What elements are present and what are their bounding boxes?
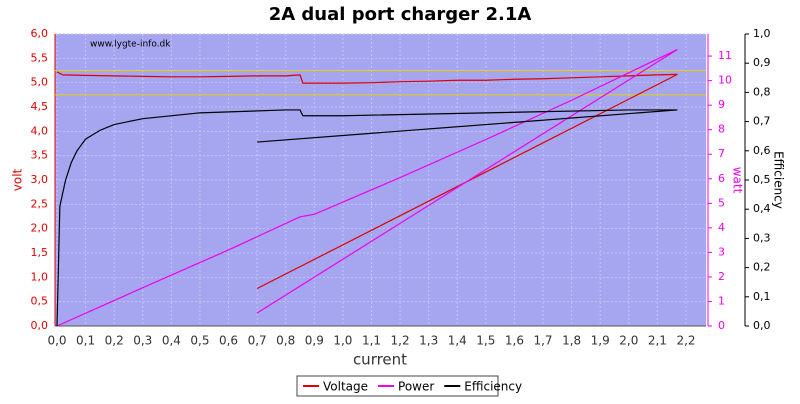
y-tick-label: 1,5 (31, 246, 49, 259)
x-tick-label: 2,0 (619, 334, 638, 348)
y-tick-label: 2,0 (31, 222, 49, 235)
x-tick-label: 0,3 (133, 334, 152, 348)
x-tick-label: 1,5 (476, 334, 495, 348)
x-tick-label: 1,0 (333, 334, 352, 348)
x-tick-label: 2,1 (648, 334, 667, 348)
x-tick-label: 1,2 (391, 334, 410, 348)
y3-tick-label: 0,9 (753, 56, 771, 69)
y-tick-label: 6,0 (31, 27, 49, 40)
y-tick-label: 3,5 (31, 149, 49, 162)
x-axis-label: current (353, 351, 407, 369)
x-tick-label: 0,8 (276, 334, 295, 348)
y3-tick-label: 1,0 (753, 27, 771, 40)
x-tick-label: 1,8 (562, 334, 581, 348)
legend-label: Power (398, 380, 434, 394)
watermark: www.lygte-info.dk (90, 40, 171, 50)
chart-title: 2A dual port charger 2.1A (269, 4, 532, 25)
x-tick-label: 0,4 (162, 334, 181, 348)
y-tick-label: 4,5 (31, 100, 49, 113)
y2-tick-label: 4 (718, 221, 725, 234)
y3-tick-label: 0,7 (753, 115, 771, 128)
y2-tick-label: 8 (718, 123, 725, 136)
y3-tick-label: 0,0 (753, 319, 771, 332)
x-tick-label: 0,6 (219, 334, 238, 348)
y2-tick-label: 7 (718, 147, 725, 160)
y-tick-label: 1,0 (31, 270, 49, 283)
y2-tick-label: 0 (718, 319, 725, 332)
legend-box (296, 375, 499, 397)
x-tick-label: 1,1 (362, 334, 381, 348)
y3-tick-label: 0,8 (753, 85, 771, 98)
x-tick-label: 1,7 (533, 334, 552, 348)
x-tick-label: 0,2 (105, 334, 124, 348)
y3-tick-label: 0,1 (753, 290, 771, 303)
y3-tick-label: 0,6 (753, 144, 771, 157)
y-tick-label: 2,5 (31, 197, 49, 210)
y2-tick-label: 9 (718, 98, 725, 111)
x-tick-label: 0,7 (248, 334, 267, 348)
y-tick-label: 0,0 (31, 319, 49, 332)
x-tick-label: 1,6 (505, 334, 524, 348)
data-line (56, 71, 678, 290)
x-tick-label: 0,1 (76, 334, 95, 348)
x-tick-label: 1,9 (591, 334, 610, 348)
y3-tick-label: 0,3 (753, 231, 771, 244)
y2-tick-label: 1 (718, 294, 725, 307)
y3-tick-label: 0,4 (753, 202, 771, 215)
y3-axis-label: Efficiency (772, 151, 786, 209)
y3-tick-label: 0,2 (753, 261, 771, 274)
y2-axis-label: watt (731, 167, 745, 194)
y-tick-label: 4,0 (31, 124, 49, 137)
y-tick-label: 0,5 (31, 295, 49, 308)
legend-label: Voltage (323, 380, 368, 394)
y-axis-label: volt (11, 168, 25, 191)
y2-tick-label: 3 (718, 245, 725, 258)
x-tick-label: 1,4 (448, 334, 467, 348)
y-tick-label: 5,5 (31, 51, 49, 64)
x-tick-label: 1,3 (419, 334, 438, 348)
y2-tick-label: 6 (718, 172, 725, 185)
y2-tick-label: 5 (718, 196, 725, 209)
x-tick-label: 0,5 (190, 334, 209, 348)
data-line (56, 109, 678, 327)
x-tick-label: 0,0 (47, 334, 66, 348)
y-tick-label: 5,0 (31, 76, 49, 89)
x-tick-label: 2,2 (676, 334, 695, 348)
y3-tick-label: 0,5 (753, 173, 771, 186)
y2-tick-label: 2 (718, 270, 725, 283)
x-tick-label: 0,9 (305, 334, 324, 348)
y2-tick-label: 10 (718, 74, 732, 87)
data-line (56, 48, 678, 327)
y-tick-label: 3,0 (31, 173, 49, 186)
legend-label: Efficiency (464, 380, 522, 394)
y2-tick-label: 11 (718, 49, 732, 62)
